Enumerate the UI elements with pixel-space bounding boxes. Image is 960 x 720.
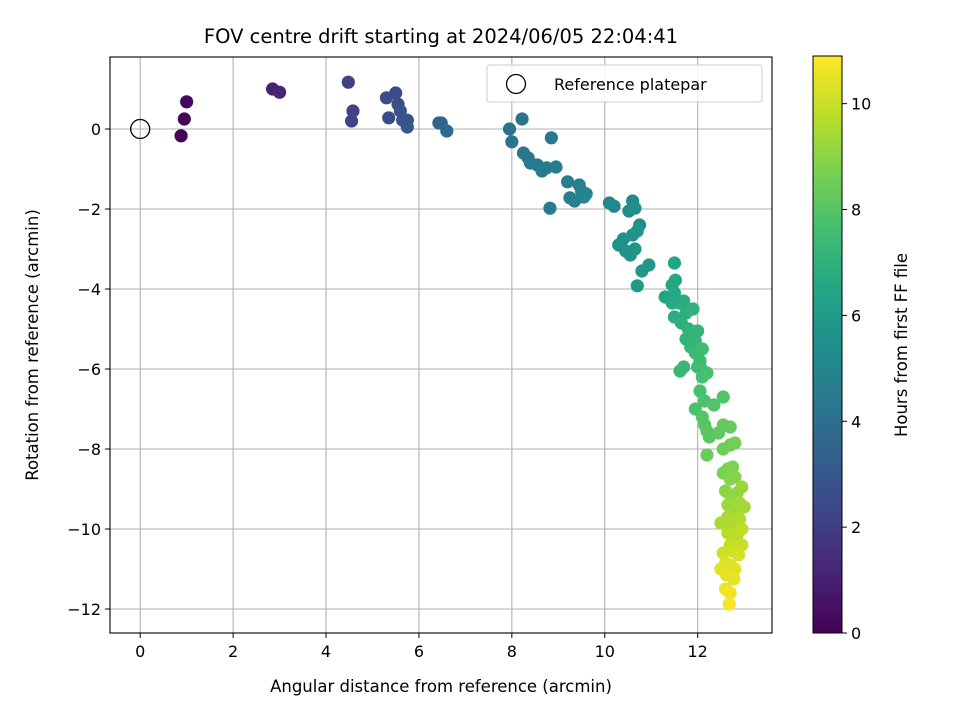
data-point xyxy=(630,279,644,293)
data-point xyxy=(728,436,742,450)
data-point xyxy=(693,384,707,398)
data-point xyxy=(668,273,682,287)
data-point xyxy=(723,420,737,434)
colorbar-label: Hours from first FF file xyxy=(892,253,911,437)
y-tick-label: −12 xyxy=(67,600,101,619)
colorbar-tick-label: 0 xyxy=(851,624,861,643)
data-point xyxy=(543,201,557,215)
colorbar-tick-label: 4 xyxy=(851,412,861,431)
data-point xyxy=(628,242,642,256)
data-point xyxy=(344,114,359,128)
y-tick-label: −2 xyxy=(77,200,101,219)
data-point xyxy=(700,366,714,380)
y-tick-label: 0 xyxy=(91,120,101,139)
data-point xyxy=(515,112,529,126)
x-tick-label: 8 xyxy=(507,642,517,661)
y-tick-label: −4 xyxy=(77,280,101,299)
legend-reference-marker xyxy=(505,73,527,95)
data-point xyxy=(725,460,740,474)
data-point xyxy=(505,135,519,149)
data-point xyxy=(686,302,700,316)
data-point xyxy=(667,256,682,270)
reference-marker xyxy=(130,118,151,140)
data-point xyxy=(579,187,593,201)
data-point xyxy=(731,548,746,562)
reference-marker-layer xyxy=(130,118,151,140)
plot-frame xyxy=(109,56,773,634)
data-point xyxy=(389,86,403,100)
data-point xyxy=(673,364,687,378)
colorbar xyxy=(812,55,843,634)
data-point xyxy=(382,111,396,125)
colorbar-tick-label: 6 xyxy=(851,306,861,325)
y-tick-label: −6 xyxy=(77,360,101,379)
y-axis-ticks: 0 −2 −4 −6 −8 −10 −12 xyxy=(67,120,110,619)
data-point xyxy=(607,199,621,213)
data-point xyxy=(727,572,741,586)
colorbar-tick-label: 2 xyxy=(851,518,861,537)
data-point xyxy=(728,470,742,484)
y-tick-label: −10 xyxy=(67,520,101,539)
data-point xyxy=(732,512,747,526)
data-point xyxy=(735,480,749,494)
scatter-points xyxy=(174,75,751,611)
legend: Reference platepar xyxy=(486,64,763,103)
chart-title: FOV centre drift starting at 2024/06/05 … xyxy=(204,25,678,48)
data-point xyxy=(677,294,691,308)
data-point xyxy=(272,85,287,99)
data-point xyxy=(737,500,751,514)
data-point xyxy=(440,124,454,138)
data-point xyxy=(642,258,656,272)
data-point xyxy=(549,160,563,174)
x-axis-label: Angular distance from reference (arcmin) xyxy=(270,677,612,696)
legend-box xyxy=(486,64,763,103)
grid xyxy=(110,57,772,633)
data-point xyxy=(735,522,749,536)
colorbar-tick-label: 10 xyxy=(851,95,871,114)
x-tick-label: 2 xyxy=(228,642,238,661)
data-point xyxy=(628,201,642,215)
y-tick-label: −8 xyxy=(77,440,101,459)
data-point xyxy=(400,120,414,134)
data-point xyxy=(716,390,730,404)
data-point xyxy=(700,448,714,462)
data-point xyxy=(180,95,194,109)
data-point xyxy=(560,175,575,189)
data-point xyxy=(723,586,737,600)
data-point xyxy=(667,286,682,300)
data-point xyxy=(695,342,709,356)
x-tick-label: 12 xyxy=(687,642,707,661)
data-point xyxy=(341,75,355,89)
data-point xyxy=(691,324,705,338)
data-point xyxy=(714,516,728,530)
data-point xyxy=(544,131,558,145)
y-axis-label: Rotation from reference (arcmin) xyxy=(23,209,42,481)
legend-label: Reference platepar xyxy=(554,75,707,94)
x-tick-label: 4 xyxy=(321,642,331,661)
data-point xyxy=(174,129,188,143)
data-point xyxy=(722,597,736,611)
data-point xyxy=(630,224,644,238)
colorbar-tick-label: 8 xyxy=(851,201,861,220)
data-point xyxy=(502,122,517,136)
x-tick-label: 10 xyxy=(595,642,615,661)
x-axis-ticks: 0 2 4 6 8 10 12 xyxy=(135,633,708,661)
colorbar-ticks: 0 2 4 6 8 10 xyxy=(842,95,871,643)
x-tick-label: 6 xyxy=(414,642,424,661)
data-point xyxy=(707,398,721,412)
data-point xyxy=(177,112,191,126)
x-tick-label: 0 xyxy=(135,642,145,661)
data-point xyxy=(346,104,360,118)
